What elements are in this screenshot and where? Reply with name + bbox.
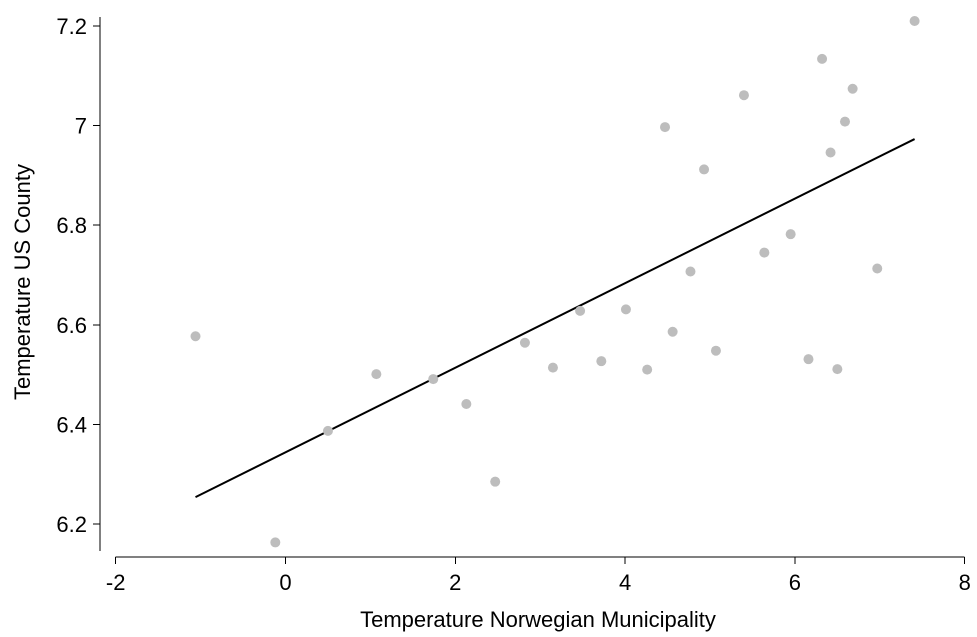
data-point (825, 147, 836, 158)
y-tick-label: 6.6 (56, 313, 87, 338)
y-tick-label: 6.4 (56, 412, 87, 437)
data-point (803, 354, 814, 365)
x-tick-label: 0 (279, 570, 291, 595)
data-point (872, 263, 883, 274)
data-point (270, 537, 281, 548)
data-point (642, 364, 653, 375)
x-tick-label: -2 (106, 570, 126, 595)
data-point (738, 90, 749, 101)
data-point (909, 16, 920, 27)
data-point (596, 356, 607, 367)
x-axis-title: Temperature Norwegian Municipality (360, 607, 716, 632)
data-point (832, 364, 843, 375)
data-point (575, 305, 586, 316)
data-point (322, 425, 333, 436)
data-point (785, 229, 796, 240)
data-point (699, 164, 710, 175)
data-point (710, 345, 721, 356)
data-point (660, 122, 671, 133)
axes: -2 0 2 4 6 8 6.2 6.4 6.6 6.8 7 7.2 (56, 14, 970, 595)
data-point (817, 53, 828, 64)
data-point (461, 398, 472, 409)
x-tick-label: 4 (619, 570, 631, 595)
x-tick-label: 6 (789, 570, 801, 595)
y-tick-label: 6.8 (56, 213, 87, 238)
data-point (371, 369, 382, 380)
data-point (190, 331, 201, 342)
y-tick-label: 6.2 (56, 512, 87, 537)
data-point (620, 304, 631, 315)
data-point (490, 476, 501, 487)
x-tick-label: 2 (449, 570, 461, 595)
data-point (759, 247, 770, 258)
data-point (839, 116, 850, 127)
data-point (428, 374, 439, 385)
data-point (667, 326, 678, 337)
x-tick-label: 8 (959, 570, 971, 595)
fitted-line (195, 138, 916, 499)
data-point (519, 337, 530, 348)
data-point (547, 362, 558, 373)
y-tick-label: 7 (75, 114, 87, 139)
y-tick-label: 7.2 (56, 14, 87, 39)
data-point (847, 83, 858, 94)
y-axis-title: Temperature US County (10, 164, 35, 400)
plot-area (190, 16, 920, 548)
data-point (685, 266, 696, 277)
